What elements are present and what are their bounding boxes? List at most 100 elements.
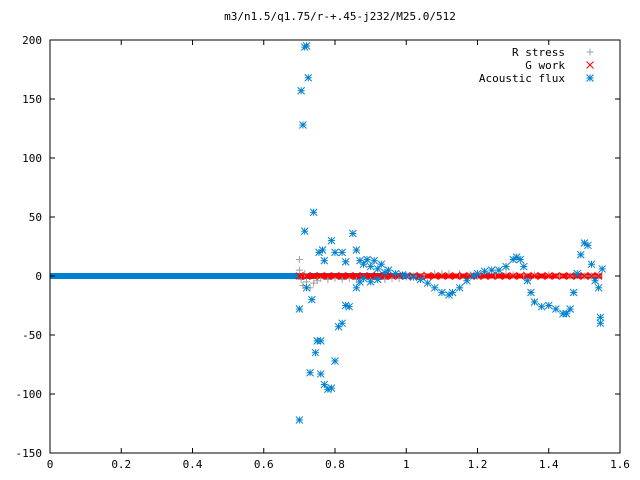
data-point <box>307 295 316 304</box>
data-point <box>341 257 350 266</box>
data-point <box>338 319 346 328</box>
legend-label: G work <box>525 59 565 72</box>
data-point <box>438 288 446 297</box>
data-point <box>430 272 439 280</box>
data-point <box>545 271 553 279</box>
data-point <box>402 272 411 280</box>
data-point <box>516 272 525 280</box>
data-point <box>495 272 503 280</box>
data-point <box>331 248 339 257</box>
data-point <box>352 246 361 254</box>
data-point <box>416 272 425 280</box>
data-point <box>594 272 603 280</box>
x-tick-label: 1.4 <box>539 458 559 471</box>
data-point <box>373 275 382 284</box>
data-point <box>487 272 496 280</box>
data-point <box>430 283 439 292</box>
data-point <box>370 256 379 265</box>
data-point <box>366 278 375 286</box>
data-point <box>391 269 400 278</box>
data-point <box>327 384 336 392</box>
x-tick-label: 0.6 <box>254 458 274 471</box>
chart-title: m3/n1.5/q1.75/r-+.45-j232/M25.0/512 <box>224 10 456 23</box>
data-point <box>359 274 368 283</box>
series-layer <box>295 42 607 424</box>
data-point <box>295 272 304 280</box>
data-point <box>338 272 346 280</box>
data-point <box>462 276 471 285</box>
data-point <box>327 236 336 245</box>
data-point <box>423 272 432 280</box>
data-point <box>303 278 310 286</box>
data-point <box>348 229 357 238</box>
data-point <box>352 272 361 280</box>
data-point <box>324 276 332 284</box>
data-point <box>381 276 389 284</box>
data-point <box>480 267 489 276</box>
data-point <box>516 255 525 264</box>
data-point <box>587 272 596 280</box>
ticks-layer: 0 0.2 0.4 0.6 0.8 1 1.2 1.4 1.6 200 150 100 50 0 -50 -1… <box>16 34 630 471</box>
data-point <box>509 272 517 280</box>
data-point <box>495 266 503 274</box>
data-point <box>562 309 571 318</box>
data-point <box>318 246 327 254</box>
x-tick-label: 0.2 <box>111 458 131 471</box>
data-point <box>352 276 360 284</box>
data-point <box>544 301 553 310</box>
data-point <box>448 288 457 297</box>
data-point <box>366 272 375 280</box>
g-work-baseline-band <box>299 273 603 279</box>
data-point <box>502 262 510 271</box>
data-point <box>345 302 354 311</box>
data-point <box>352 283 361 292</box>
data-point <box>423 279 432 287</box>
data-point <box>566 272 574 280</box>
data-point <box>445 272 453 280</box>
data-point <box>316 337 325 345</box>
data-point <box>466 272 475 280</box>
data-point <box>300 43 309 51</box>
acoustic-flux-baseline-band <box>50 273 407 279</box>
data-point <box>459 272 468 280</box>
data-point <box>576 250 585 259</box>
x-tick-label: 1.6 <box>610 458 630 471</box>
data-point <box>502 272 510 280</box>
y-tick-label: -100 <box>16 388 43 401</box>
data-point <box>596 319 605 328</box>
data-point <box>302 272 311 280</box>
data-point <box>311 348 320 357</box>
legend-marker <box>586 48 594 56</box>
zero-baseline-band <box>50 273 603 279</box>
data-point <box>295 416 304 424</box>
y-tick-label: -50 <box>22 329 42 342</box>
data-point <box>491 270 499 278</box>
x-tick-label: 1.2 <box>468 458 488 471</box>
data-point <box>537 272 546 280</box>
data-point <box>509 271 517 279</box>
data-point <box>309 272 318 280</box>
data-point <box>566 305 574 313</box>
y-tick-label: 0 <box>35 270 42 283</box>
data-point <box>591 276 599 285</box>
legend-label: Acoustic flux <box>479 72 565 85</box>
x-tick-label: 0 <box>47 458 54 471</box>
data-point <box>580 272 589 280</box>
data-point <box>297 86 306 95</box>
data-point <box>527 288 535 297</box>
data-point <box>552 272 560 280</box>
data-point <box>569 288 578 297</box>
y-tick-label: 100 <box>22 152 42 165</box>
data-point <box>552 305 560 313</box>
data-point <box>310 279 318 287</box>
data-point <box>438 272 446 280</box>
data-point <box>295 305 304 313</box>
data-point <box>320 256 329 265</box>
data-point <box>555 272 563 280</box>
data-point <box>594 283 603 292</box>
data-point <box>313 277 321 285</box>
data-point <box>331 272 339 280</box>
data-point <box>487 266 496 274</box>
